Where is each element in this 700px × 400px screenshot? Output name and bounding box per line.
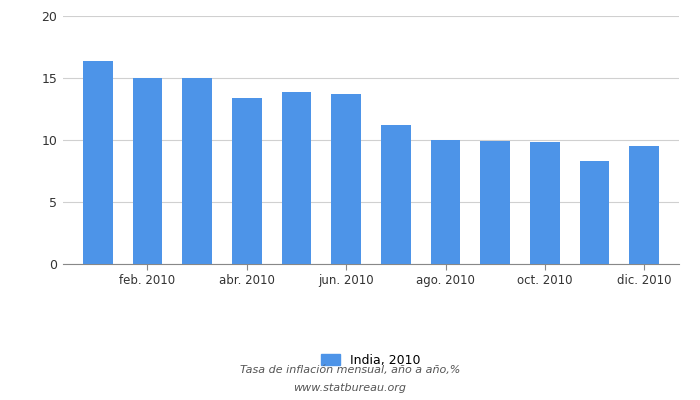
Text: www.statbureau.org: www.statbureau.org xyxy=(293,383,407,393)
Bar xyxy=(629,146,659,264)
Legend: India, 2010: India, 2010 xyxy=(321,354,421,367)
Bar xyxy=(530,142,560,264)
Bar xyxy=(83,61,113,264)
Bar xyxy=(580,161,610,264)
Bar xyxy=(281,92,312,264)
Text: Tasa de inflación mensual, año a año,%: Tasa de inflación mensual, año a año,% xyxy=(240,365,460,375)
Bar xyxy=(381,124,411,264)
Bar xyxy=(132,78,162,264)
Bar xyxy=(182,78,212,264)
Bar xyxy=(232,98,262,264)
Bar xyxy=(430,140,461,264)
Bar xyxy=(480,141,510,264)
Bar xyxy=(331,94,361,264)
